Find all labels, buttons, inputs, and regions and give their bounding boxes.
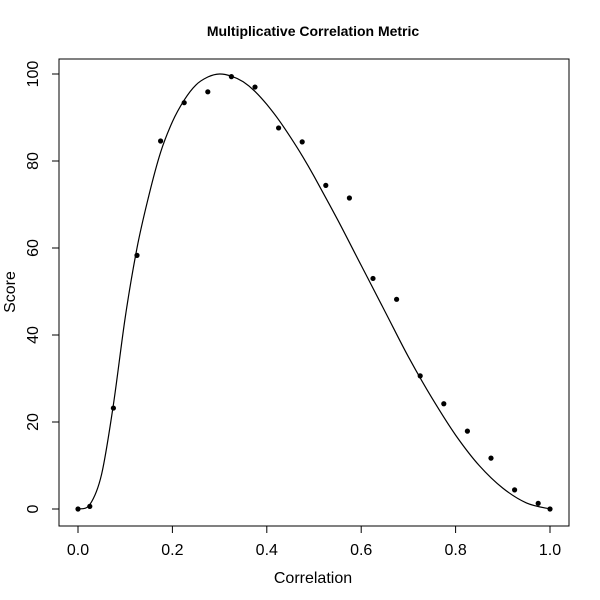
y-axis: 0 20 40 60 80 100 — [25, 61, 60, 513]
x-tick-label: 0.0 — [67, 542, 89, 559]
x-tick-label: 0.2 — [161, 542, 183, 559]
y-axis-label: Score — [2, 271, 19, 313]
data-point — [228, 74, 234, 80]
x-tick-label: 0.6 — [350, 542, 372, 559]
data-point — [441, 401, 447, 407]
data-point — [547, 506, 553, 512]
x-axis-label: Correlation — [274, 570, 352, 587]
y-tick-label: 100 — [25, 61, 42, 88]
data-point — [205, 89, 211, 95]
data-point — [417, 373, 423, 379]
data-point — [75, 506, 81, 512]
data-point — [370, 275, 376, 282]
chart-title: Multiplicative Correlation Metric — [207, 23, 420, 39]
y-tick-label: 80 — [25, 152, 42, 170]
y-tick-label: 0 — [25, 504, 42, 513]
data-point — [394, 296, 400, 302]
data-point — [323, 182, 329, 188]
data-point — [488, 455, 494, 461]
plot-frame — [58, 58, 570, 527]
x-tick-label: 1.0 — [539, 542, 561, 559]
data-point — [134, 252, 140, 258]
data-point — [252, 84, 258, 90]
data-point — [276, 125, 282, 131]
data-point — [158, 138, 164, 144]
data-point — [299, 139, 305, 145]
data-point — [346, 195, 352, 201]
data-point — [464, 428, 470, 434]
x-axis: 0.0 0.2 0.4 0.6 0.8 1.0 — [67, 525, 561, 559]
data-point — [110, 405, 116, 411]
data-points — [75, 74, 553, 512]
data-point — [87, 503, 93, 509]
y-tick-label: 60 — [25, 239, 42, 257]
y-tick-label: 40 — [25, 326, 42, 344]
data-point — [535, 500, 541, 506]
x-tick-label: 0.4 — [256, 542, 278, 559]
data-point — [511, 487, 518, 493]
x-tick-label: 0.8 — [444, 542, 466, 559]
fit-curve — [77, 73, 551, 510]
y-tick-label: 20 — [25, 413, 42, 431]
data-point — [181, 100, 187, 106]
